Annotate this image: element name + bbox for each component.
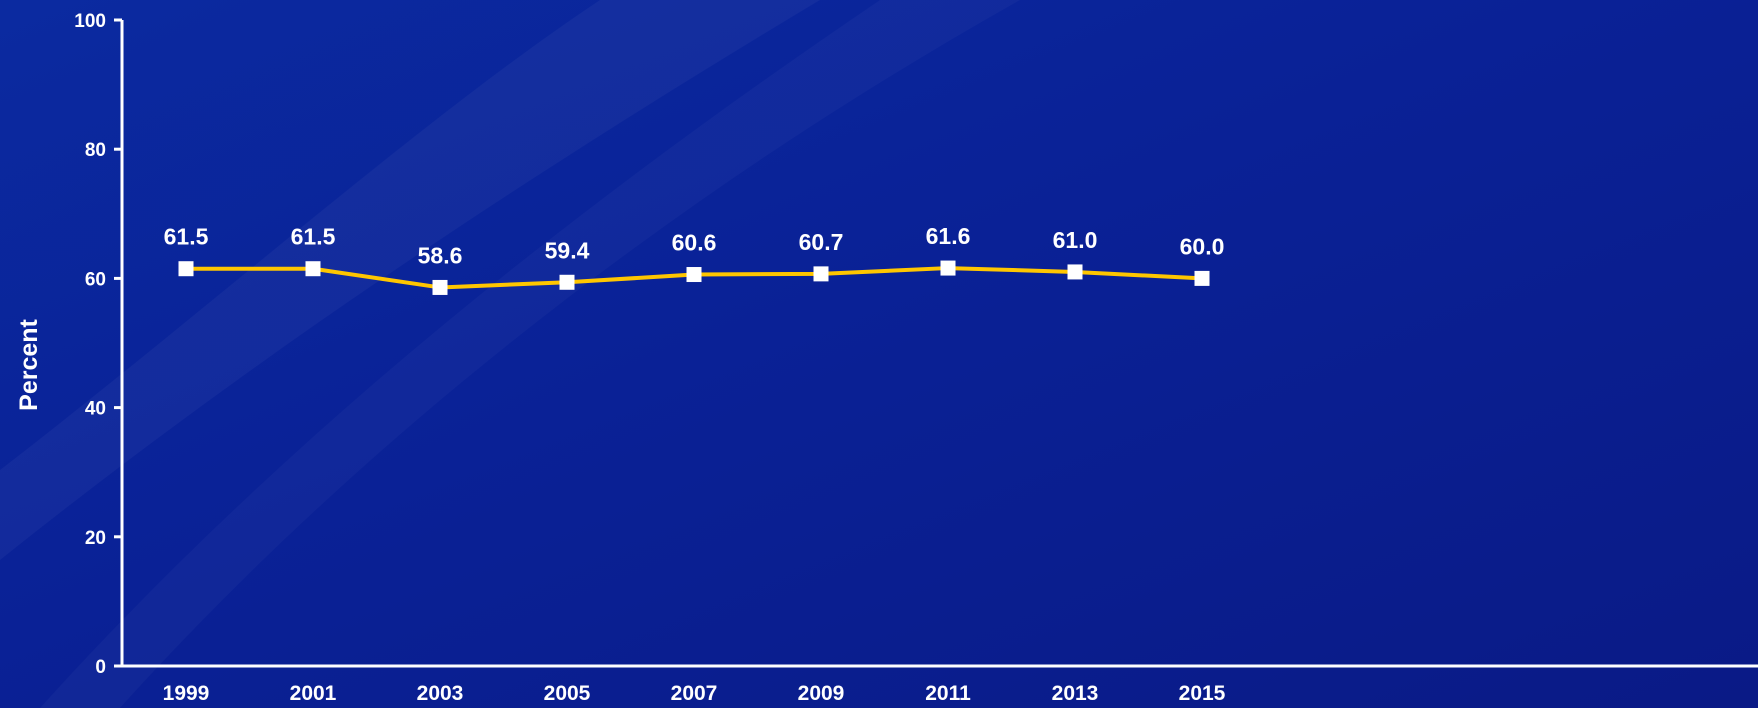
data-point-marker [1194,270,1210,286]
data-label: 60.0 [1180,233,1225,259]
x-axis-ticks: 1999 2001 2003 2005 2007 2009 2011 2013 2015 [163,682,1226,705]
data-point-marker [559,274,575,290]
x-tick-label: 2005 [544,682,591,705]
y-tick-label: 60 [85,269,106,290]
data-label: 61.0 [1053,227,1098,253]
y-tick-label: 100 [74,11,106,32]
data-label: 61.6 [926,223,971,249]
data-point-marker [940,260,956,276]
y-tick-label: 20 [85,528,106,549]
data-label: 60.6 [672,230,717,256]
x-tick-label: 2001 [290,682,337,705]
data-point-marker [432,279,448,295]
data-point-marker [813,266,829,282]
x-tick-label: 2007 [671,682,718,705]
y-tick-label: 40 [85,399,106,420]
data-point-marker [1067,264,1083,280]
data-point-marker [178,261,194,277]
y-tick-label: 0 [95,657,106,678]
data-label: 61.5 [291,224,336,250]
x-tick-label: 2015 [1179,682,1226,705]
data-point-marker [686,267,702,283]
data-label: 58.6 [418,242,463,268]
series-group: 61.5 61.5 58.6 59.4 60.6 60.7 61.6 61.0 60.0 [164,223,1225,295]
x-tick-label: 2009 [798,682,845,705]
x-tick-label: 2003 [417,682,464,705]
x-tick-label: 2011 [925,682,971,705]
data-label: 59.4 [545,237,590,263]
y-axis-title: Percent [15,318,43,410]
x-tick-label: 1999 [163,682,210,705]
x-tick-label: 2013 [1052,682,1099,705]
y-axis-ticks: 0 20 40 60 80 100 [74,11,122,678]
data-label: 60.7 [799,229,844,255]
y-tick-label: 80 [85,140,106,161]
data-label: 61.5 [164,224,209,250]
data-point-marker [305,261,321,277]
